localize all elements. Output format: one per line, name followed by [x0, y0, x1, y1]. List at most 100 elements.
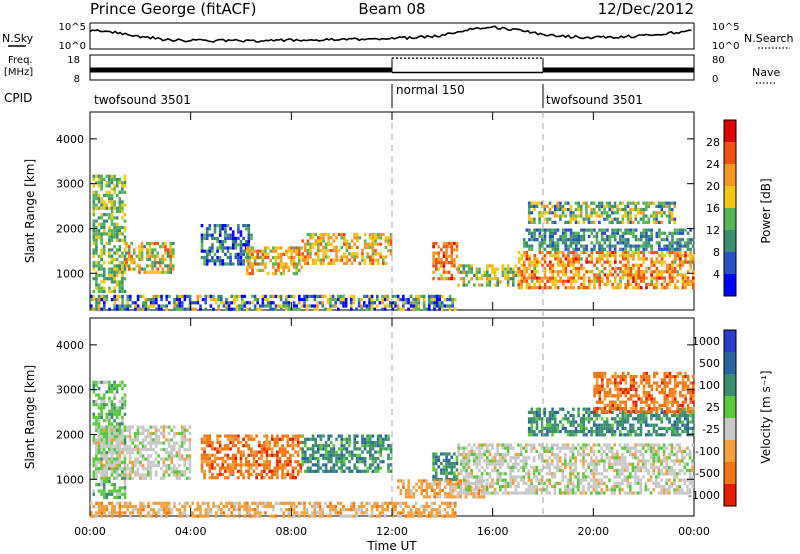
heat-cell: [660, 276, 664, 280]
nave-tick-low: 0: [712, 74, 718, 85]
heat-cell: [577, 234, 581, 239]
heat-cell: [157, 438, 160, 442]
heat-cell: [678, 462, 681, 466]
heat-cell: [221, 240, 225, 244]
heat-cell: [329, 298, 332, 302]
heat-cell: [216, 434, 219, 438]
heat-cell: [574, 234, 578, 239]
heat-cell: [100, 289, 103, 294]
heat-cell: [545, 462, 549, 466]
heat-cell: [681, 488, 684, 492]
heat-cell: [655, 478, 658, 482]
heat-cell: [525, 459, 528, 463]
heat-cell: [582, 244, 586, 248]
heat-cell: [559, 214, 562, 218]
heat-cell: [322, 469, 325, 473]
heat-cell: [170, 444, 173, 448]
heat-cell: [569, 263, 573, 267]
heat-cell: [213, 262, 217, 266]
heat-cell: [141, 441, 145, 445]
heat-cell: [285, 301, 288, 305]
heat-cell: [92, 229, 96, 233]
heat-cell: [102, 396, 106, 400]
heat-cell: [512, 446, 515, 450]
heat-cell: [235, 298, 239, 302]
heat-cell: [226, 249, 230, 253]
heat-cell: [356, 453, 359, 457]
heat-cell: [621, 270, 625, 274]
heat-cell: [644, 220, 648, 224]
heat-cell: [110, 399, 114, 404]
heat-cell: [486, 459, 489, 463]
heat-cell: [118, 441, 121, 445]
heat-cell: [660, 231, 664, 235]
heat-cell: [610, 446, 614, 450]
heat-cell: [692, 260, 695, 264]
heat-cell: [587, 228, 591, 232]
heat-cell: [606, 273, 609, 277]
heat-cell: [108, 216, 111, 220]
heat-cell: [538, 472, 541, 476]
heat-cell: [118, 406, 122, 410]
heat-cell: [593, 247, 596, 251]
heat-cell: [115, 463, 119, 468]
heat-cell: [350, 252, 354, 256]
heat-cell: [230, 307, 233, 311]
heat-cell: [580, 250, 583, 255]
heat-cell: [577, 286, 581, 290]
heat-cell: [619, 276, 622, 280]
heat-cell: [149, 431, 153, 436]
heat-cell: [618, 488, 622, 492]
heat-cell: [335, 252, 338, 256]
heat-cell: [269, 301, 272, 305]
heat-cell: [593, 228, 596, 232]
heat-cell: [632, 273, 635, 277]
heat-cell: [580, 244, 583, 248]
heat-cell: [127, 254, 131, 258]
heat-cell: [645, 276, 648, 280]
heat-cell: [247, 466, 251, 470]
heat-cell: [536, 270, 539, 274]
heat-cell: [141, 457, 145, 461]
heat-cell: [92, 307, 96, 311]
heat-cell: [618, 201, 622, 205]
heat-cell: [420, 479, 423, 483]
heat-cell: [488, 485, 492, 489]
heat-cell: [97, 460, 101, 464]
heat-cell: [598, 244, 601, 248]
heat-cell: [512, 481, 515, 485]
heat-cell: [97, 200, 101, 204]
heat-cell: [514, 264, 518, 268]
heat-cell: [311, 437, 315, 441]
heat-cell: [348, 450, 351, 454]
heat-cell: [115, 409, 119, 413]
heat-cell: [247, 453, 251, 457]
heat-cell: [384, 261, 388, 265]
heat-cell: [133, 257, 136, 262]
heat-cell: [366, 444, 369, 448]
heat-cell: [128, 451, 132, 455]
heat-cell: [211, 460, 214, 464]
heat-cell: [577, 247, 581, 251]
heat-cell: [450, 264, 454, 268]
heat-cell: [97, 197, 101, 201]
heat-cell: [110, 280, 114, 284]
heat-cell: [579, 446, 583, 450]
heat-cell: [496, 459, 499, 463]
heat-cell: [226, 434, 230, 438]
heat-cell: [115, 267, 119, 271]
heat-cell: [543, 254, 547, 258]
heat-cell: [244, 469, 248, 473]
heat-cell: [553, 214, 557, 218]
heat-cell: [239, 472, 243, 477]
heat-cell: [519, 478, 523, 482]
heat-cell: [118, 435, 121, 439]
heat-cell: [207, 294, 210, 298]
heat-cell: [366, 469, 369, 473]
heat-cell: [304, 453, 307, 457]
heat-cell: [313, 294, 317, 298]
heat-cell: [379, 437, 382, 441]
heat-cell: [387, 456, 390, 461]
heat-cell: [270, 472, 274, 477]
heat-cell: [125, 261, 128, 265]
